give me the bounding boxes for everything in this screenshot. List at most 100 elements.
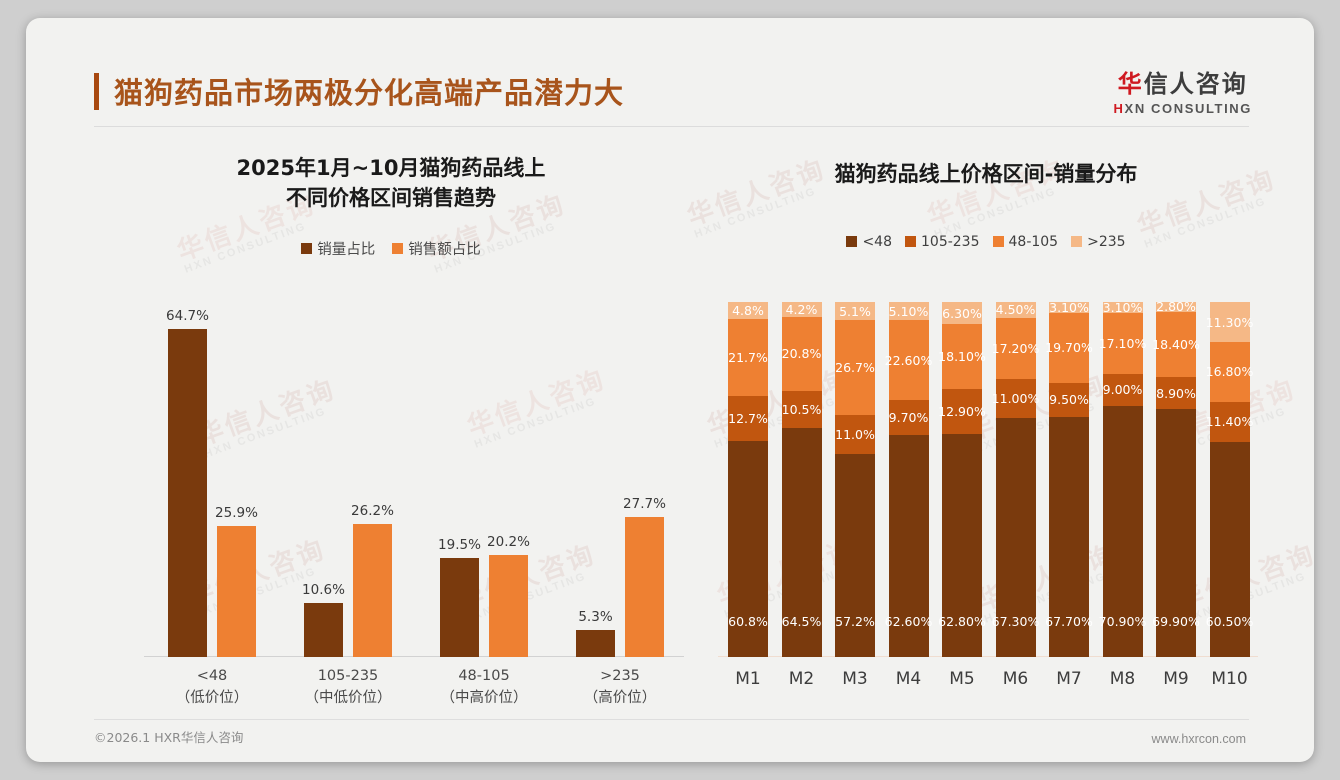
title-accent-bar	[94, 72, 99, 110]
stacked-bar-column[interactable]: 3.10% 17.10% 9.00% 70.90% M8	[1099, 300, 1147, 689]
bar-value-label: 20.2%	[487, 534, 530, 550]
stack-segment-label: 60.8%	[728, 613, 768, 629]
stacked-bar-column[interactable]: 5.10% 22.60% 9.70% 62.60% M4	[885, 302, 932, 689]
bar-group: 5.3% 27.7% >235 （高价位）	[552, 302, 688, 706]
legend-item[interactable]: 销量占比	[301, 238, 375, 259]
stack-segment[interactable]: 64.5%	[781, 428, 822, 657]
stack-segment[interactable]: 12.7%	[728, 396, 768, 442]
stack-segment[interactable]: 11.00%	[992, 379, 1039, 419]
stack-segment[interactable]: 67.70%	[1045, 416, 1093, 657]
legend-label: <48	[862, 233, 892, 250]
stack-segment[interactable]: 60.50%	[1206, 442, 1253, 657]
right-chart-axis-line	[718, 656, 1258, 657]
stack-segment[interactable]: 26.7%	[835, 320, 875, 415]
bar-value-label: 19.5%	[438, 537, 481, 553]
stack-segment[interactable]: 10.5%	[781, 390, 822, 428]
page-title: 猫狗药品市场两极分化高端产品潜力大	[114, 76, 625, 110]
stack-segment[interactable]: 5.1%	[835, 302, 875, 321]
right-chart-legend: <48 105-235 48-105 >235	[706, 234, 1266, 250]
bar[interactable]	[625, 517, 664, 657]
stack-segment[interactable]: 62.80%	[938, 434, 986, 657]
stack-segment-label: 62.60%	[884, 613, 933, 629]
bar-column[interactable]: 27.7%	[623, 302, 666, 657]
stack-segment-label: 9.50%	[1049, 392, 1089, 408]
stack-segment[interactable]: 11.30%	[1206, 302, 1253, 343]
stack-segment[interactable]: 11.40%	[1206, 401, 1253, 443]
stack-segment[interactable]: 16.80%	[1206, 342, 1253, 402]
slide-header: 猫狗药品市场两极分化高端产品潜力大 华信人咨询 HXN CONSULTING	[26, 18, 1314, 128]
stack-segment[interactable]: 11.0%	[835, 414, 875, 454]
bar[interactable]	[168, 329, 207, 657]
stacked-bar-column[interactable]: 5.1% 26.7% 11.0% 57.2% M3	[835, 302, 875, 689]
stack-segment[interactable]: 22.60%	[885, 320, 932, 401]
stack-segment[interactable]: 69.90%	[1152, 408, 1200, 657]
legend-item[interactable]: 48-105	[992, 234, 1058, 250]
stacked-bar-column[interactable]: 6.30% 18.10% 12.90% 62.80% M5	[938, 302, 986, 689]
logo-cn-rest: 信人咨询	[1143, 70, 1248, 98]
stack-segment[interactable]: 18.10%	[938, 324, 986, 389]
bar[interactable]	[489, 555, 528, 657]
logo-chinese-text: 华信人咨询	[1114, 64, 1252, 99]
stack-segment[interactable]: 4.8%	[728, 302, 768, 320]
stacked-bar-column[interactable]: 4.50% 17.20% 11.00% 67.30% M6	[992, 302, 1039, 689]
bar-column[interactable]: 10.6%	[302, 302, 345, 657]
stack-segment[interactable]: 18.40%	[1152, 311, 1200, 378]
stacked-bar-column[interactable]: 4.2% 20.8% 10.5% 64.5% M2	[781, 302, 822, 689]
legend-item[interactable]: >235	[1071, 234, 1126, 250]
stacked-bar-column[interactable]: 2.80% 18.40% 8.90% 69.90% M9	[1152, 299, 1200, 689]
stack-segment[interactable]: 8.90%	[1156, 377, 1196, 409]
bar-value-label: 10.6%	[302, 582, 345, 598]
stack-segment-label: 3.10%	[1049, 300, 1089, 315]
stack-segment-label: 9.70%	[888, 410, 929, 426]
bar[interactable]	[217, 526, 256, 657]
stack-segment[interactable]: 17.20%	[992, 317, 1039, 380]
stack-segment[interactable]: 60.8%	[728, 441, 768, 657]
bar-column[interactable]: 5.3%	[576, 302, 615, 657]
stacked-bar-column[interactable]: 11.30% 16.80% 11.40% 60.50% M10	[1206, 302, 1253, 689]
stack-segment[interactable]: 5.10%	[888, 302, 929, 321]
stack-segment-label: 62.80%	[938, 614, 986, 629]
bar[interactable]	[353, 524, 392, 657]
stack-segment[interactable]: 9.70%	[888, 400, 929, 435]
stack-segment[interactable]: 3.10%	[1102, 300, 1143, 315]
legend-item[interactable]: 销售额占比	[392, 238, 481, 259]
stack-segment[interactable]: 12.90%	[938, 388, 986, 435]
bar-column[interactable]: 20.2%	[487, 302, 530, 657]
stack-segment[interactable]: 3.10%	[1049, 300, 1089, 315]
bar-column[interactable]: 25.9%	[215, 302, 258, 657]
stack-segment-label: 22.60%	[884, 352, 933, 368]
legend-item[interactable]: 105-235	[905, 234, 980, 250]
stack-segment[interactable]: 21.7%	[728, 319, 768, 397]
stack-segment[interactable]: 70.90%	[1099, 405, 1146, 657]
bar[interactable]	[304, 603, 343, 657]
left-chart-title: 2025年1月~10月猫狗药品线上 不同价格区间销售趋势	[86, 154, 696, 214]
bar-column[interactable]: 26.2%	[351, 302, 394, 657]
stack-segment[interactable]: 62.60%	[885, 434, 932, 657]
x-axis-category-name: <48	[196, 668, 228, 684]
stack-segment[interactable]: 67.30%	[992, 418, 1039, 657]
stack-segment-label: 19.70%	[1045, 340, 1093, 356]
stack-segment[interactable]: 4.50%	[995, 302, 1036, 318]
legend-item[interactable]: <48	[846, 234, 892, 250]
stack-segment[interactable]: 57.2%	[835, 453, 875, 657]
stack-segment[interactable]: 6.30%	[942, 302, 982, 325]
stack-segment[interactable]: 20.8%	[781, 316, 822, 391]
stack-segment-label: 12.90%	[938, 403, 986, 419]
legend-swatch-icon	[301, 242, 313, 254]
stack-segment[interactable]: 19.70%	[1045, 313, 1093, 383]
stacked-bar-column[interactable]: 4.8% 21.7% 12.7% 60.8% M1	[728, 302, 768, 689]
bar[interactable]	[440, 558, 479, 657]
legend-label: 销量占比	[317, 241, 376, 258]
stacked-bar-column[interactable]: 3.10% 19.70% 9.50% 67.70% M7	[1045, 300, 1093, 689]
stack-segment[interactable]: 4.2%	[781, 302, 822, 317]
stack-segment-label: 6.30%	[942, 305, 982, 321]
bar-column[interactable]: 19.5%	[438, 302, 481, 657]
stack-segment-label: 12.7%	[728, 411, 768, 427]
x-axis-category-sublabel: （高价位）	[583, 689, 657, 706]
bar[interactable]	[576, 630, 615, 657]
stack-segment[interactable]: 17.10%	[1099, 313, 1146, 374]
bar-column[interactable]: 64.7%	[166, 302, 209, 657]
stack-segment[interactable]: 2.80%	[1156, 299, 1196, 314]
stack-segment[interactable]: 9.00%	[1102, 373, 1143, 406]
stack-segment[interactable]: 9.50%	[1049, 382, 1089, 417]
